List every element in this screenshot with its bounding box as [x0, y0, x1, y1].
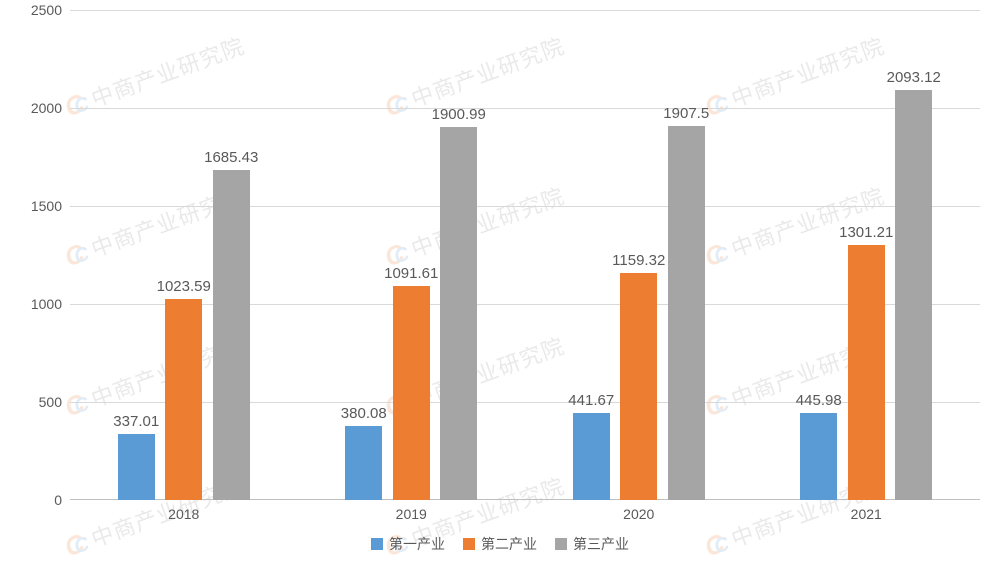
bar-group: 380.081091.611900.99 — [345, 10, 477, 500]
y-tick-label: 2000 — [31, 100, 70, 116]
bar: 337.01 — [118, 434, 155, 500]
bar-value-label: 337.01 — [113, 413, 159, 434]
bar: 1301.21 — [848, 245, 885, 500]
bar: 1023.59 — [165, 299, 202, 500]
bar: 1159.32 — [620, 273, 657, 500]
x-tick-label: 2018 — [168, 500, 199, 522]
bar-value-label: 1900.99 — [432, 106, 486, 127]
chart-container: CC 中商产业研究院CC 中商产业研究院CC 中商产业研究院CC 中商产业研究院… — [0, 0, 1000, 563]
bar: 441.67 — [573, 413, 610, 500]
legend-swatch — [555, 538, 567, 550]
legend-item: 第三产业 — [555, 534, 629, 554]
x-tick-label: 2019 — [396, 500, 427, 522]
bar-value-label: 1023.59 — [157, 278, 211, 299]
legend-label: 第一产业 — [389, 534, 445, 554]
legend-item: 第一产业 — [371, 534, 445, 554]
plot-area: 05001000150020002500 337.011023.591685.4… — [70, 10, 980, 500]
legend-swatch — [371, 538, 383, 550]
bar: 380.08 — [345, 426, 382, 500]
legend-item: 第二产业 — [463, 534, 537, 554]
bar-value-label: 1907.5 — [663, 105, 709, 126]
bar-value-label: 1685.43 — [204, 149, 258, 170]
y-tick-label: 0 — [54, 492, 70, 508]
legend: 第一产业 第二产业 第三产业 — [0, 534, 1000, 554]
x-tick-label: 2020 — [623, 500, 654, 522]
bar: 2093.12 — [895, 90, 932, 500]
bar: 445.98 — [800, 413, 837, 500]
bar-value-label: 445.98 — [796, 392, 842, 413]
bar-value-label: 1091.61 — [384, 265, 438, 286]
bar: 1685.43 — [213, 170, 250, 500]
bar-value-label: 2093.12 — [887, 69, 941, 90]
y-tick-label: 1000 — [31, 296, 70, 312]
bar-value-label: 441.67 — [568, 392, 614, 413]
bar: 1907.5 — [668, 126, 705, 500]
legend-swatch — [463, 538, 475, 550]
bar: 1900.99 — [440, 127, 477, 500]
y-tick-label: 1500 — [31, 198, 70, 214]
bar-group: 445.981301.212093.12 — [800, 10, 932, 500]
bar-group: 337.011023.591685.43 — [118, 10, 250, 500]
legend-label: 第二产业 — [481, 534, 537, 554]
y-tick-label: 2500 — [31, 2, 70, 18]
bar: 1091.61 — [393, 286, 430, 500]
bar-value-label: 1159.32 — [612, 252, 665, 273]
bar-value-label: 380.08 — [341, 405, 387, 426]
bar-group: 441.671159.321907.5 — [573, 10, 705, 500]
x-tick-label: 2021 — [851, 500, 882, 522]
legend-label: 第三产业 — [573, 534, 629, 554]
bar-value-label: 1301.21 — [839, 224, 893, 245]
y-tick-label: 500 — [39, 394, 70, 410]
